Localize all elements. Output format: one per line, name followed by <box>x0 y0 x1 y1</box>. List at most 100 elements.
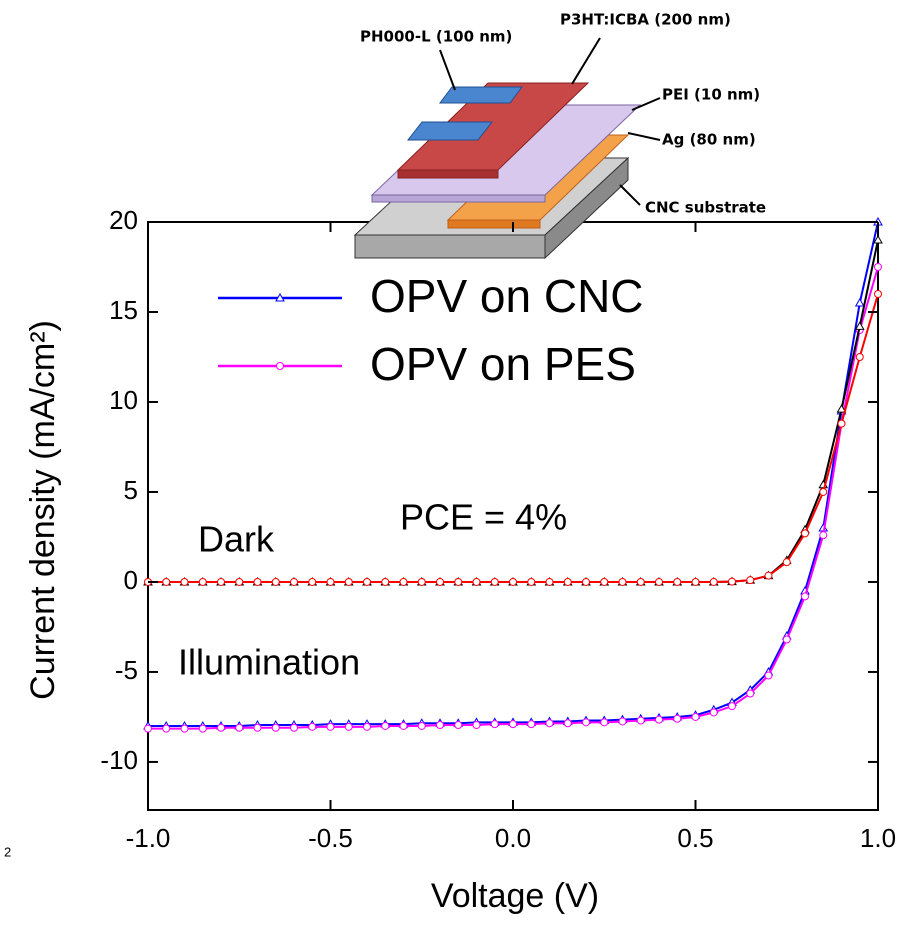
marker <box>218 724 225 731</box>
marker <box>601 719 608 726</box>
marker <box>199 578 206 585</box>
inset-diagram: PH000-L (100 nm) P3HT:ICBA (200 nm) PEI … <box>355 11 766 259</box>
marker <box>710 709 717 716</box>
marker <box>802 530 809 537</box>
legend-marker <box>277 363 284 370</box>
marker <box>327 723 334 730</box>
arrow <box>628 133 660 140</box>
marker <box>345 578 352 585</box>
marker <box>473 578 480 585</box>
marker <box>145 725 152 732</box>
marker <box>875 263 882 270</box>
y-tick-label: 0 <box>124 565 138 595</box>
ag-front <box>448 220 540 228</box>
marker <box>382 578 389 585</box>
y-tick-label: 10 <box>109 385 138 415</box>
marker <box>783 559 790 566</box>
marker <box>656 716 663 723</box>
marker <box>710 578 717 585</box>
marker <box>236 724 243 731</box>
inset-label: CNC substrate <box>645 199 766 217</box>
electrode <box>440 87 522 103</box>
marker <box>820 488 827 495</box>
marker <box>309 578 316 585</box>
marker <box>656 578 663 585</box>
marker <box>163 725 170 732</box>
marker <box>583 578 590 585</box>
y-tick-label: 5 <box>124 475 138 505</box>
marker <box>345 723 352 730</box>
marker <box>236 578 243 585</box>
marker <box>418 578 425 585</box>
marker <box>491 578 498 585</box>
marker <box>820 532 827 539</box>
y-tick-label: 20 <box>109 205 138 235</box>
x-tick-label: 0.5 <box>677 823 713 853</box>
marker <box>291 578 298 585</box>
marker <box>163 578 170 585</box>
marker <box>181 725 188 732</box>
inset-label: P3HT:ICBA (200 nm) <box>560 11 731 29</box>
marker <box>455 722 462 729</box>
annotation: Illumination <box>178 642 360 683</box>
marker <box>546 578 553 585</box>
inset-label: Ag (80 nm) <box>662 131 756 149</box>
marker <box>181 578 188 585</box>
marker <box>765 572 772 579</box>
y-axis-label: Current density (mA/cm²) <box>24 320 62 700</box>
marker <box>364 578 371 585</box>
marker <box>856 299 864 306</box>
marker <box>309 723 316 730</box>
marker <box>418 722 425 729</box>
marker <box>692 578 699 585</box>
marker <box>692 713 699 720</box>
marker <box>619 718 626 725</box>
marker <box>564 578 571 585</box>
chart: PH000-L (100 nm) P3HT:ICBA (200 nm) PEI … <box>0 0 915 921</box>
marker <box>783 636 790 643</box>
x-tick-label: -1.0 <box>126 823 171 853</box>
x-tick-label: -0.5 <box>308 823 353 853</box>
marker <box>564 720 571 727</box>
arrow <box>572 38 600 84</box>
annotation: Dark <box>198 519 275 560</box>
marker <box>400 722 407 729</box>
marker <box>856 353 863 360</box>
marker <box>601 578 608 585</box>
marker <box>802 593 809 600</box>
marker <box>491 721 498 728</box>
marker <box>729 578 736 585</box>
marker <box>747 577 754 584</box>
arrow <box>440 50 455 90</box>
pei-front <box>372 195 545 202</box>
marker <box>400 578 407 585</box>
annotation: PCE = 4% <box>400 497 567 538</box>
electrode <box>408 122 492 140</box>
marker <box>510 578 517 585</box>
marker <box>637 717 644 724</box>
marker <box>254 578 261 585</box>
legend-label: OPV on PES <box>370 338 636 390</box>
marker <box>327 578 334 585</box>
substrate-front <box>355 235 545 258</box>
marker <box>637 578 644 585</box>
marker <box>272 724 279 731</box>
marker <box>382 722 389 729</box>
marker <box>510 721 517 728</box>
marker <box>437 722 444 729</box>
marker <box>455 578 462 585</box>
arrow <box>620 185 640 205</box>
legend-label: OPV on CNC <box>370 270 644 322</box>
marker <box>528 721 535 728</box>
marker <box>528 578 535 585</box>
y-tick-label: -5 <box>115 655 138 685</box>
marker <box>218 578 225 585</box>
x-tick-label: 0.0 <box>495 823 531 853</box>
marker <box>437 578 444 585</box>
marker <box>199 725 206 732</box>
marker <box>729 703 736 710</box>
active-front <box>398 170 498 178</box>
y-tick-label: 15 <box>109 295 138 325</box>
marker <box>747 690 754 697</box>
arrow <box>632 98 660 110</box>
